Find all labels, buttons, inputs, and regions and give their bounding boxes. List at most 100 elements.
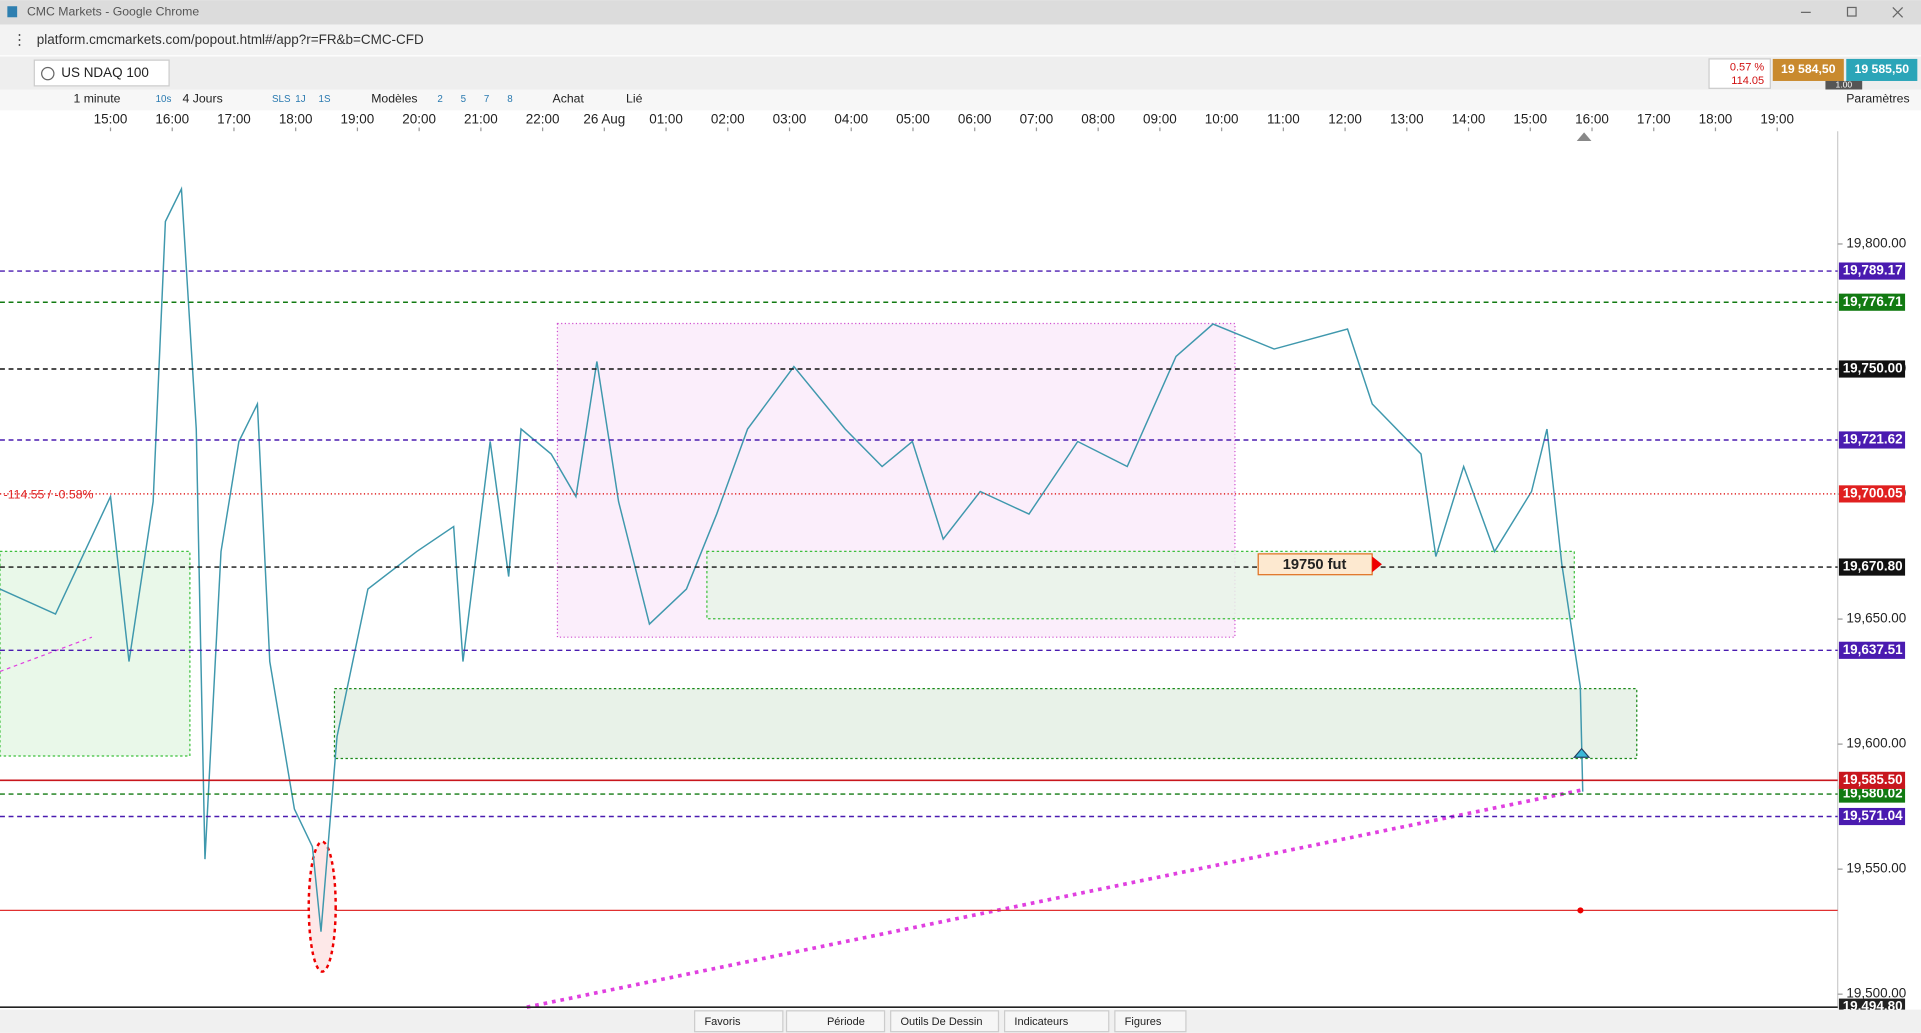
level-tag bbox=[1838, 262, 1906, 280]
x-tick-label: 09:00 bbox=[1143, 112, 1177, 127]
level-label: 19,750.00 bbox=[1843, 361, 1903, 376]
x-tick-label: 08:00 bbox=[1081, 112, 1115, 127]
title-bar bbox=[0, 0, 1921, 25]
interval-short[interactable]: 10s bbox=[156, 94, 172, 105]
x-tick-label: 17:00 bbox=[1637, 112, 1671, 127]
change-pct: 0.57 % bbox=[1730, 61, 1765, 73]
tab-label[interactable]: Période bbox=[827, 1016, 865, 1028]
range-button[interactable]: 1S bbox=[319, 94, 331, 105]
instrument-tab[interactable] bbox=[33, 59, 170, 87]
templates[interactable]: Modèles bbox=[371, 92, 417, 106]
change: 114.05 bbox=[1731, 75, 1764, 87]
url[interactable]: platform.cmcmarkets.com/popout.html#/app… bbox=[37, 32, 424, 47]
x-tick-label: 16:00 bbox=[1575, 112, 1609, 127]
sell-price: 19 584,50 bbox=[1781, 62, 1836, 76]
x-tick-label: 17:00 bbox=[217, 112, 251, 127]
range-button[interactable]: SLS bbox=[272, 94, 291, 105]
tab-label[interactable]: Figures bbox=[1125, 1016, 1162, 1028]
buy-price: 19 585,50 bbox=[1855, 62, 1910, 76]
tab-label[interactable]: Favoris bbox=[704, 1016, 741, 1028]
layout-button[interactable]: 7 bbox=[484, 94, 489, 105]
change-box bbox=[1708, 58, 1771, 89]
x-tick-label: 03:00 bbox=[773, 112, 807, 127]
window-controls[interactable] bbox=[1800, 6, 1904, 18]
sell-button[interactable] bbox=[1772, 58, 1844, 81]
level-label: 19,721.62 bbox=[1843, 432, 1903, 447]
tab[interactable] bbox=[785, 1010, 886, 1033]
interval[interactable]: 1 minute bbox=[74, 92, 121, 106]
tab[interactable] bbox=[1003, 1010, 1110, 1033]
spread-box bbox=[1825, 80, 1863, 90]
spread: 1.00 bbox=[1835, 80, 1852, 90]
zone bbox=[333, 688, 1638, 760]
x-tick-label: 11:00 bbox=[1267, 112, 1300, 127]
level-label: 19,700.05 bbox=[1843, 485, 1903, 500]
now-marker bbox=[1576, 132, 1592, 141]
x-tick-label: 05:00 bbox=[896, 112, 930, 127]
range[interactable]: 4 Jours bbox=[183, 92, 223, 106]
zone bbox=[706, 550, 1575, 620]
level-tag bbox=[1838, 785, 1906, 803]
price-line bbox=[0, 186, 1584, 932]
y-tick-label: 19,650.00 bbox=[1846, 611, 1906, 626]
omnibox-icon: ⋮ bbox=[12, 32, 27, 48]
plot: 15:00 16:00 17:00 18:00 19:00 20:00 21:00 22:00… bbox=[0, 112, 1906, 1016]
tab-label[interactable]: Outils De Dessin bbox=[900, 1016, 982, 1028]
instrument-bar bbox=[0, 56, 1921, 90]
x-tick-label: 15:00 bbox=[1513, 112, 1547, 127]
x-tick-label: 14:00 bbox=[1452, 112, 1486, 127]
toolbar bbox=[0, 89, 1921, 111]
x-tick-label: 01:00 bbox=[649, 112, 683, 127]
level-tag bbox=[1838, 807, 1906, 826]
x-tick-label: 07:00 bbox=[1020, 112, 1054, 127]
note: 19750 fut bbox=[1283, 557, 1347, 573]
layout-button[interactable]: 8 bbox=[507, 94, 513, 105]
x-tick-label: 18:00 bbox=[279, 112, 313, 127]
x-tick-label: 20:00 bbox=[402, 112, 436, 127]
tab[interactable] bbox=[890, 1010, 1000, 1033]
settings[interactable]: Paramètres bbox=[1846, 92, 1909, 106]
level-label: 19,789.17 bbox=[1843, 263, 1903, 278]
x-tick-label: 04:00 bbox=[834, 112, 868, 127]
time-axis bbox=[0, 110, 1921, 132]
level-handle bbox=[1577, 907, 1584, 914]
level-label: 19,571.04 bbox=[1843, 808, 1903, 823]
app-icon bbox=[7, 6, 18, 18]
change-note: -114.55 / -0.58% bbox=[4, 487, 94, 501]
layout-button[interactable]: 5 bbox=[461, 94, 467, 105]
x-tick-label: 19:00 bbox=[341, 112, 375, 127]
address-bar bbox=[0, 24, 1921, 56]
order[interactable]: Achat bbox=[553, 92, 585, 106]
level-tag bbox=[1838, 485, 1906, 503]
x-tick-label: 15:00 bbox=[94, 112, 128, 127]
x-tick-label: 19:00 bbox=[1760, 112, 1794, 127]
x-tick-label: 18:00 bbox=[1699, 112, 1733, 127]
x-tick-label: 10:00 bbox=[1205, 112, 1239, 127]
x-tick-label: 26 Aug bbox=[583, 112, 625, 127]
x-tick-label: 13:00 bbox=[1390, 112, 1424, 127]
note-arrow bbox=[1372, 556, 1382, 573]
level-tag bbox=[1838, 771, 1906, 789]
level-tag bbox=[1838, 293, 1906, 311]
y-tick-label: 19,800.00 bbox=[1846, 236, 1906, 251]
tab[interactable] bbox=[1114, 1010, 1187, 1033]
buy-button[interactable] bbox=[1846, 58, 1918, 81]
link[interactable]: Lié bbox=[626, 92, 643, 106]
level-label: 19,585.50 bbox=[1843, 772, 1903, 787]
y-tick-label: 19,600.00 bbox=[1846, 736, 1906, 751]
x-tick-label: 06:00 bbox=[958, 112, 992, 127]
level-label: 19,580.02 bbox=[1843, 786, 1903, 801]
tab-label[interactable]: Indicateurs bbox=[1014, 1016, 1068, 1028]
level-tag bbox=[1838, 360, 1906, 378]
layout-button[interactable]: 2 bbox=[437, 94, 442, 105]
instrument-name: US NDAQ 100 bbox=[61, 65, 149, 80]
x-tick-label: 16:00 bbox=[155, 112, 189, 127]
y-tick-label: 19,500.00 bbox=[1846, 986, 1906, 1001]
level-label: 19,670.80 bbox=[1843, 559, 1903, 574]
level-tag bbox=[1838, 431, 1906, 449]
level-tag bbox=[1838, 641, 1906, 659]
zone bbox=[0, 550, 191, 757]
range-button[interactable]: 1J bbox=[295, 94, 305, 105]
tab[interactable] bbox=[694, 1010, 784, 1033]
